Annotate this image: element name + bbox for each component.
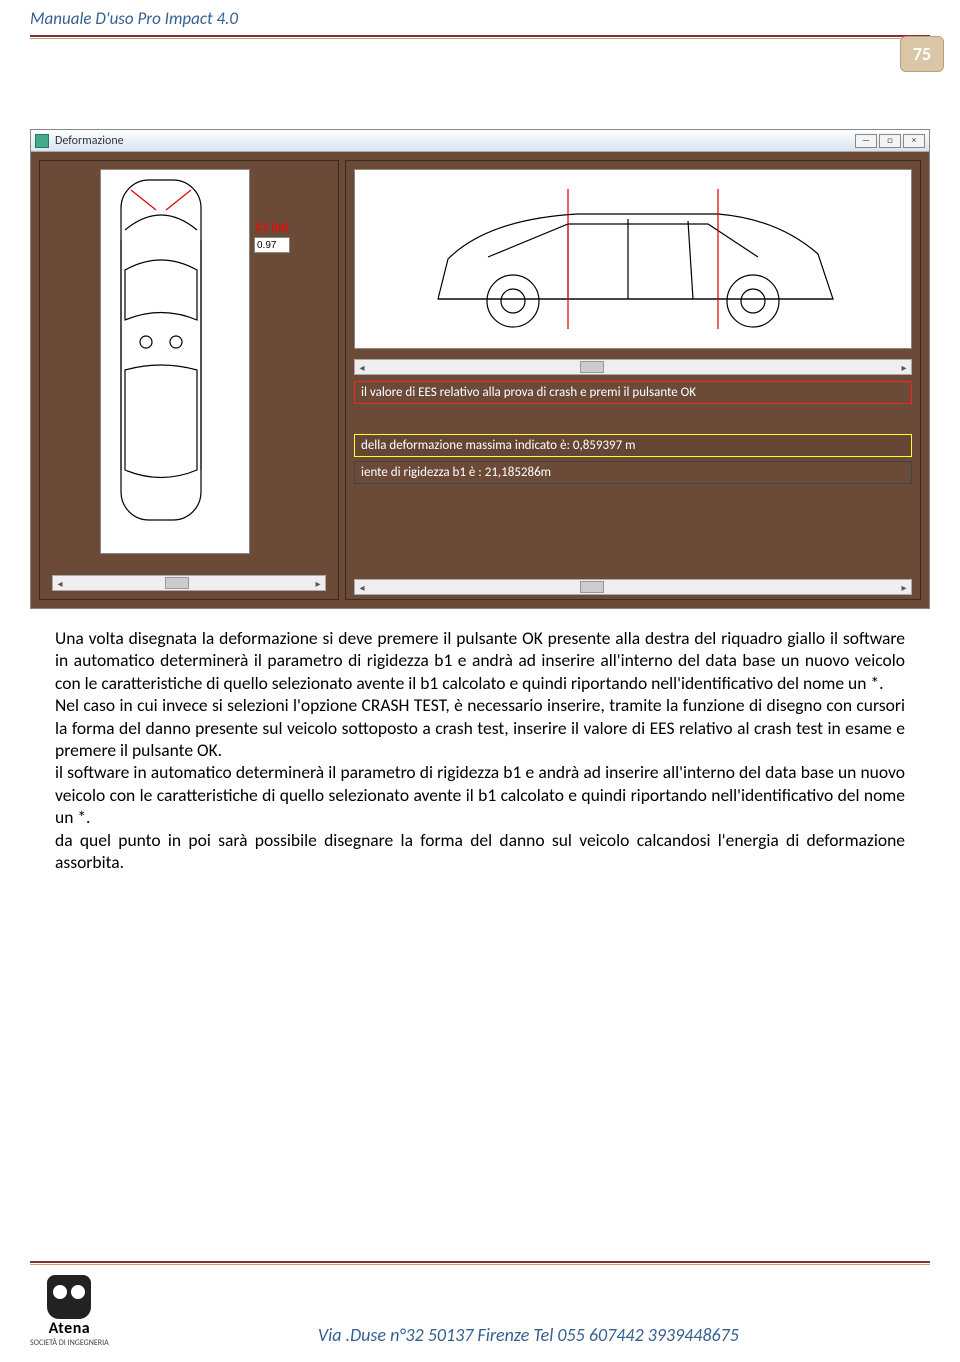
window-title: Deformazione (55, 134, 124, 148)
scroll-right-icon[interactable]: ▸ (311, 577, 325, 590)
logo-name: Atena (49, 1319, 91, 1338)
info-red-box: il valore di EES relativo alla prova di … (354, 381, 912, 404)
car-side-view-icon (418, 179, 848, 339)
c1-value-input[interactable] (254, 237, 290, 253)
car-top-canvas[interactable] (100, 169, 250, 554)
minimize-button[interactable]: — (855, 134, 877, 148)
footer-underline (30, 1261, 930, 1265)
scroll-left-icon[interactable]: ◂ (355, 581, 369, 594)
paragraph-3: il software in automatico determinerà il… (55, 761, 905, 828)
close-button[interactable]: × (903, 134, 925, 148)
paragraph-1: Una volta disegnata la deformazione si d… (55, 627, 905, 694)
scroll-left-icon[interactable]: ◂ (355, 361, 369, 374)
left-horizontal-scrollbar[interactable]: ◂ ▸ (52, 575, 326, 591)
app-body: C1 (m) ◂ ▸ (31, 152, 929, 608)
page-number-badge: 75 (900, 36, 944, 72)
deformazione-window: Deformazione — □ × (30, 129, 930, 609)
window-titlebar: Deformazione — □ × (31, 130, 929, 152)
owl-icon (47, 1275, 91, 1319)
right-pane: ◂ ▸ il valore di EES relativo alla prova… (345, 160, 921, 600)
page-number: 75 (913, 43, 931, 65)
scroll-right-icon[interactable]: ▸ (897, 581, 911, 594)
left-pane: C1 (m) ◂ ▸ (39, 160, 339, 600)
header-title: Manuale D'uso Pro Impact 4.0 (30, 8, 238, 29)
document-footer: Atena SOCIETÀ DI INGEGNERIA Via .Duse n°… (0, 1253, 960, 1362)
car-top-view-icon (101, 170, 221, 530)
logo-subtitle: SOCIETÀ DI INGEGNERIA (30, 1338, 109, 1348)
document-header: Manuale D'uso Pro Impact 4.0 (0, 0, 960, 31)
scroll-right-icon[interactable]: ▸ (897, 361, 911, 374)
paragraph-2: Nel caso in cui invece si selezioni l'op… (55, 694, 905, 761)
paragraph-4: da quel punto in poi sarà possibile dise… (55, 829, 905, 874)
app-icon (35, 134, 49, 148)
c1-label: C1 (m) (256, 221, 288, 235)
info-yellow-text: della deformazione massima indicato è: 0… (361, 438, 636, 453)
footer-logo: Atena SOCIETÀ DI INGEGNERIA (30, 1275, 109, 1348)
right-bottom-horizontal-scrollbar[interactable]: ◂ ▸ (354, 579, 912, 595)
right-top-horizontal-scrollbar[interactable]: ◂ ▸ (354, 359, 912, 375)
info-plain-text: iente di rigidezza b1 è : 21,185286m (361, 465, 551, 480)
info-yellow-box: della deformazione massima indicato è: 0… (354, 434, 912, 457)
maximize-button[interactable]: □ (879, 134, 901, 148)
footer-address: Via .Duse n°32 50137 Firenze Tel 055 607… (127, 1324, 930, 1348)
info-plain-box: iente di rigidezza b1 è : 21,185286m (354, 461, 912, 484)
info-red-text: il valore di EES relativo alla prova di … (361, 385, 696, 400)
header-underline (30, 35, 930, 39)
scroll-left-icon[interactable]: ◂ (53, 577, 67, 590)
car-side-canvas[interactable] (354, 169, 912, 349)
body-text: Una volta disegnata la deformazione si d… (55, 627, 905, 873)
embedded-screenshot: Deformazione — □ × (30, 129, 930, 609)
